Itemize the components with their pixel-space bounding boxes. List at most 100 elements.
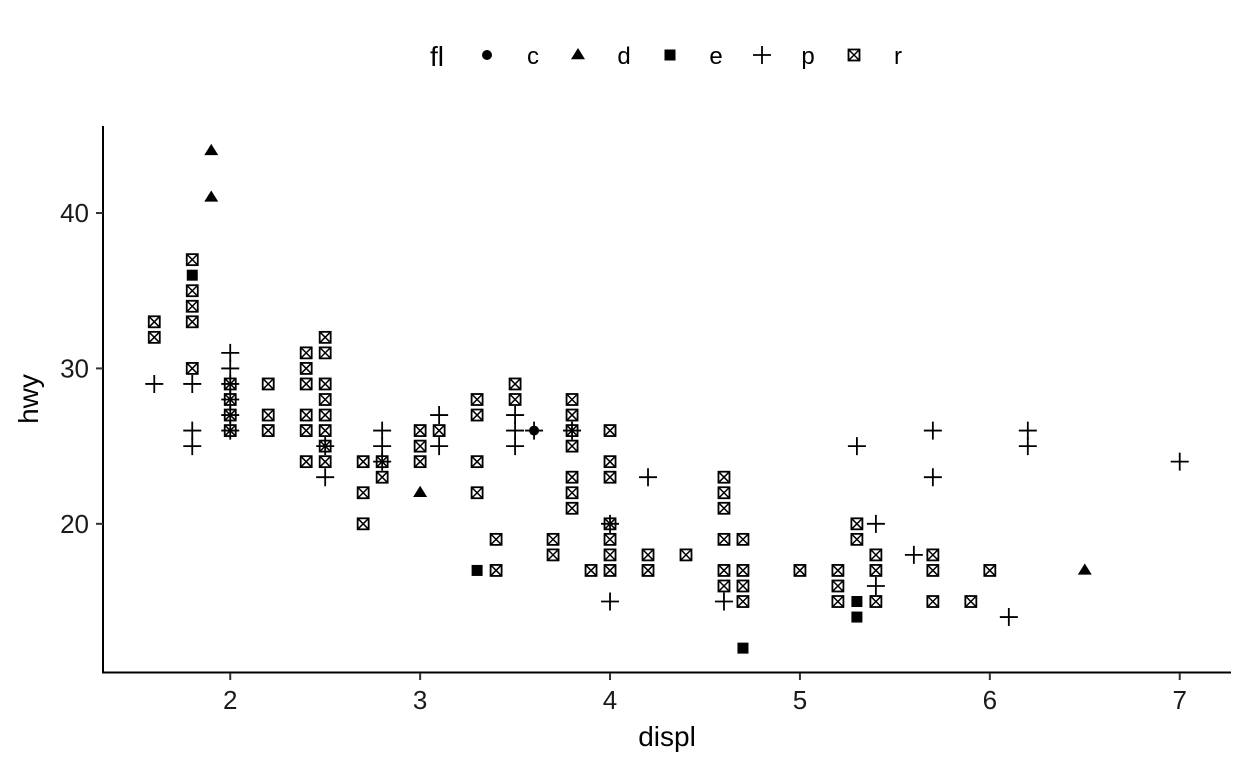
point-r-83 [869, 595, 883, 608]
point-r-88 [983, 564, 997, 577]
point-p-29 [904, 545, 923, 564]
point-r-56 [603, 455, 617, 469]
point-r-32 [375, 470, 389, 484]
point-r-49 [565, 424, 579, 437]
point-r-78 [831, 595, 845, 608]
point-r-84 [926, 548, 940, 562]
point-r-28 [356, 455, 370, 469]
point-p-3 [183, 437, 202, 456]
point-p-11 [316, 468, 335, 487]
point-r-25 [318, 424, 332, 437]
point-r-42 [489, 564, 503, 577]
point-p-4 [221, 343, 240, 362]
point-r-2 [185, 253, 199, 267]
point-p-35 [1170, 452, 1189, 471]
point-p-0 [145, 374, 164, 393]
point-d-3 [1077, 563, 1092, 575]
point-r-76 [831, 564, 845, 577]
point-r-61 [603, 564, 617, 577]
point-p-19 [506, 437, 525, 456]
point-r-10 [223, 424, 237, 437]
point-r-33 [413, 424, 427, 437]
point-r-11 [261, 377, 275, 391]
point-r-65 [717, 470, 731, 484]
point-r-55 [603, 424, 617, 437]
point-r-53 [565, 501, 579, 515]
point-r-29 [356, 486, 370, 500]
point-d-0 [204, 143, 219, 156]
point-r-46 [546, 548, 560, 562]
point-r-9 [223, 408, 237, 422]
point-r-87 [964, 595, 978, 608]
y-tick-label-30: 30 [60, 353, 89, 383]
point-r-19 [299, 455, 313, 469]
y-tick-label-40: 40 [60, 198, 89, 228]
point-r-79 [850, 517, 864, 531]
x-tick-label-2: 2 [223, 685, 237, 715]
point-p-2 [183, 421, 202, 440]
point-r-41 [489, 532, 503, 546]
point-r-48 [565, 408, 579, 422]
point-r-13 [261, 424, 275, 437]
legend-key-d [571, 48, 585, 60]
point-p-33 [1018, 421, 1037, 440]
point-r-72 [736, 564, 750, 577]
legend-key-r [847, 48, 861, 62]
point-p-20 [525, 421, 544, 440]
point-r-5 [185, 315, 199, 329]
point-r-26 [318, 439, 332, 453]
point-p-16 [430, 437, 449, 456]
point-r-4 [185, 299, 199, 313]
point-r-71 [736, 532, 750, 546]
point-r-1 [147, 330, 161, 344]
point-r-20 [318, 330, 332, 344]
point-p-23 [601, 592, 620, 611]
point-p-34 [1018, 437, 1037, 456]
point-r-54 [584, 564, 598, 577]
point-p-24 [639, 468, 658, 487]
point-p-13 [373, 437, 392, 456]
point-e-4 [851, 611, 863, 623]
point-p-30 [923, 421, 942, 440]
x-tick-label-6: 6 [983, 685, 997, 715]
point-r-82 [869, 564, 883, 577]
point-r-12 [261, 408, 275, 422]
legend-label-d: d [617, 43, 630, 70]
legend-label-p: p [801, 43, 814, 70]
legend-label-e: e [709, 43, 722, 70]
point-r-38 [470, 408, 484, 422]
point-r-50 [565, 439, 579, 453]
point-r-30 [356, 517, 370, 531]
legend-key-p [753, 46, 771, 64]
point-r-63 [641, 564, 655, 577]
point-r-45 [546, 532, 560, 546]
point-r-68 [717, 532, 731, 546]
point-r-67 [717, 501, 731, 515]
point-r-8 [223, 393, 237, 406]
point-r-73 [736, 579, 750, 593]
plot-points [145, 143, 1189, 654]
legend-label-r: r [894, 43, 902, 70]
point-p-5 [221, 359, 240, 378]
legend-title: fl [430, 41, 444, 72]
point-p-1 [183, 374, 202, 393]
point-p-28 [866, 576, 885, 595]
point-r-62 [641, 548, 655, 562]
point-r-57 [603, 470, 617, 484]
point-r-7 [223, 377, 237, 391]
point-p-17 [506, 406, 525, 425]
legend: fl c d e p r [430, 41, 902, 72]
point-r-69 [717, 564, 731, 577]
legend-label-c: c [527, 43, 539, 70]
y-axis-title: hwy [13, 374, 44, 424]
point-r-40 [470, 486, 484, 500]
y-tick-label-20: 20 [60, 509, 89, 539]
point-r-81 [869, 548, 883, 562]
point-r-52 [565, 486, 579, 500]
x-tick-label-3: 3 [413, 685, 427, 715]
point-p-31 [923, 468, 942, 487]
point-r-85 [926, 564, 940, 577]
point-p-15 [430, 406, 449, 425]
point-r-37 [470, 393, 484, 406]
point-r-17 [299, 408, 313, 422]
